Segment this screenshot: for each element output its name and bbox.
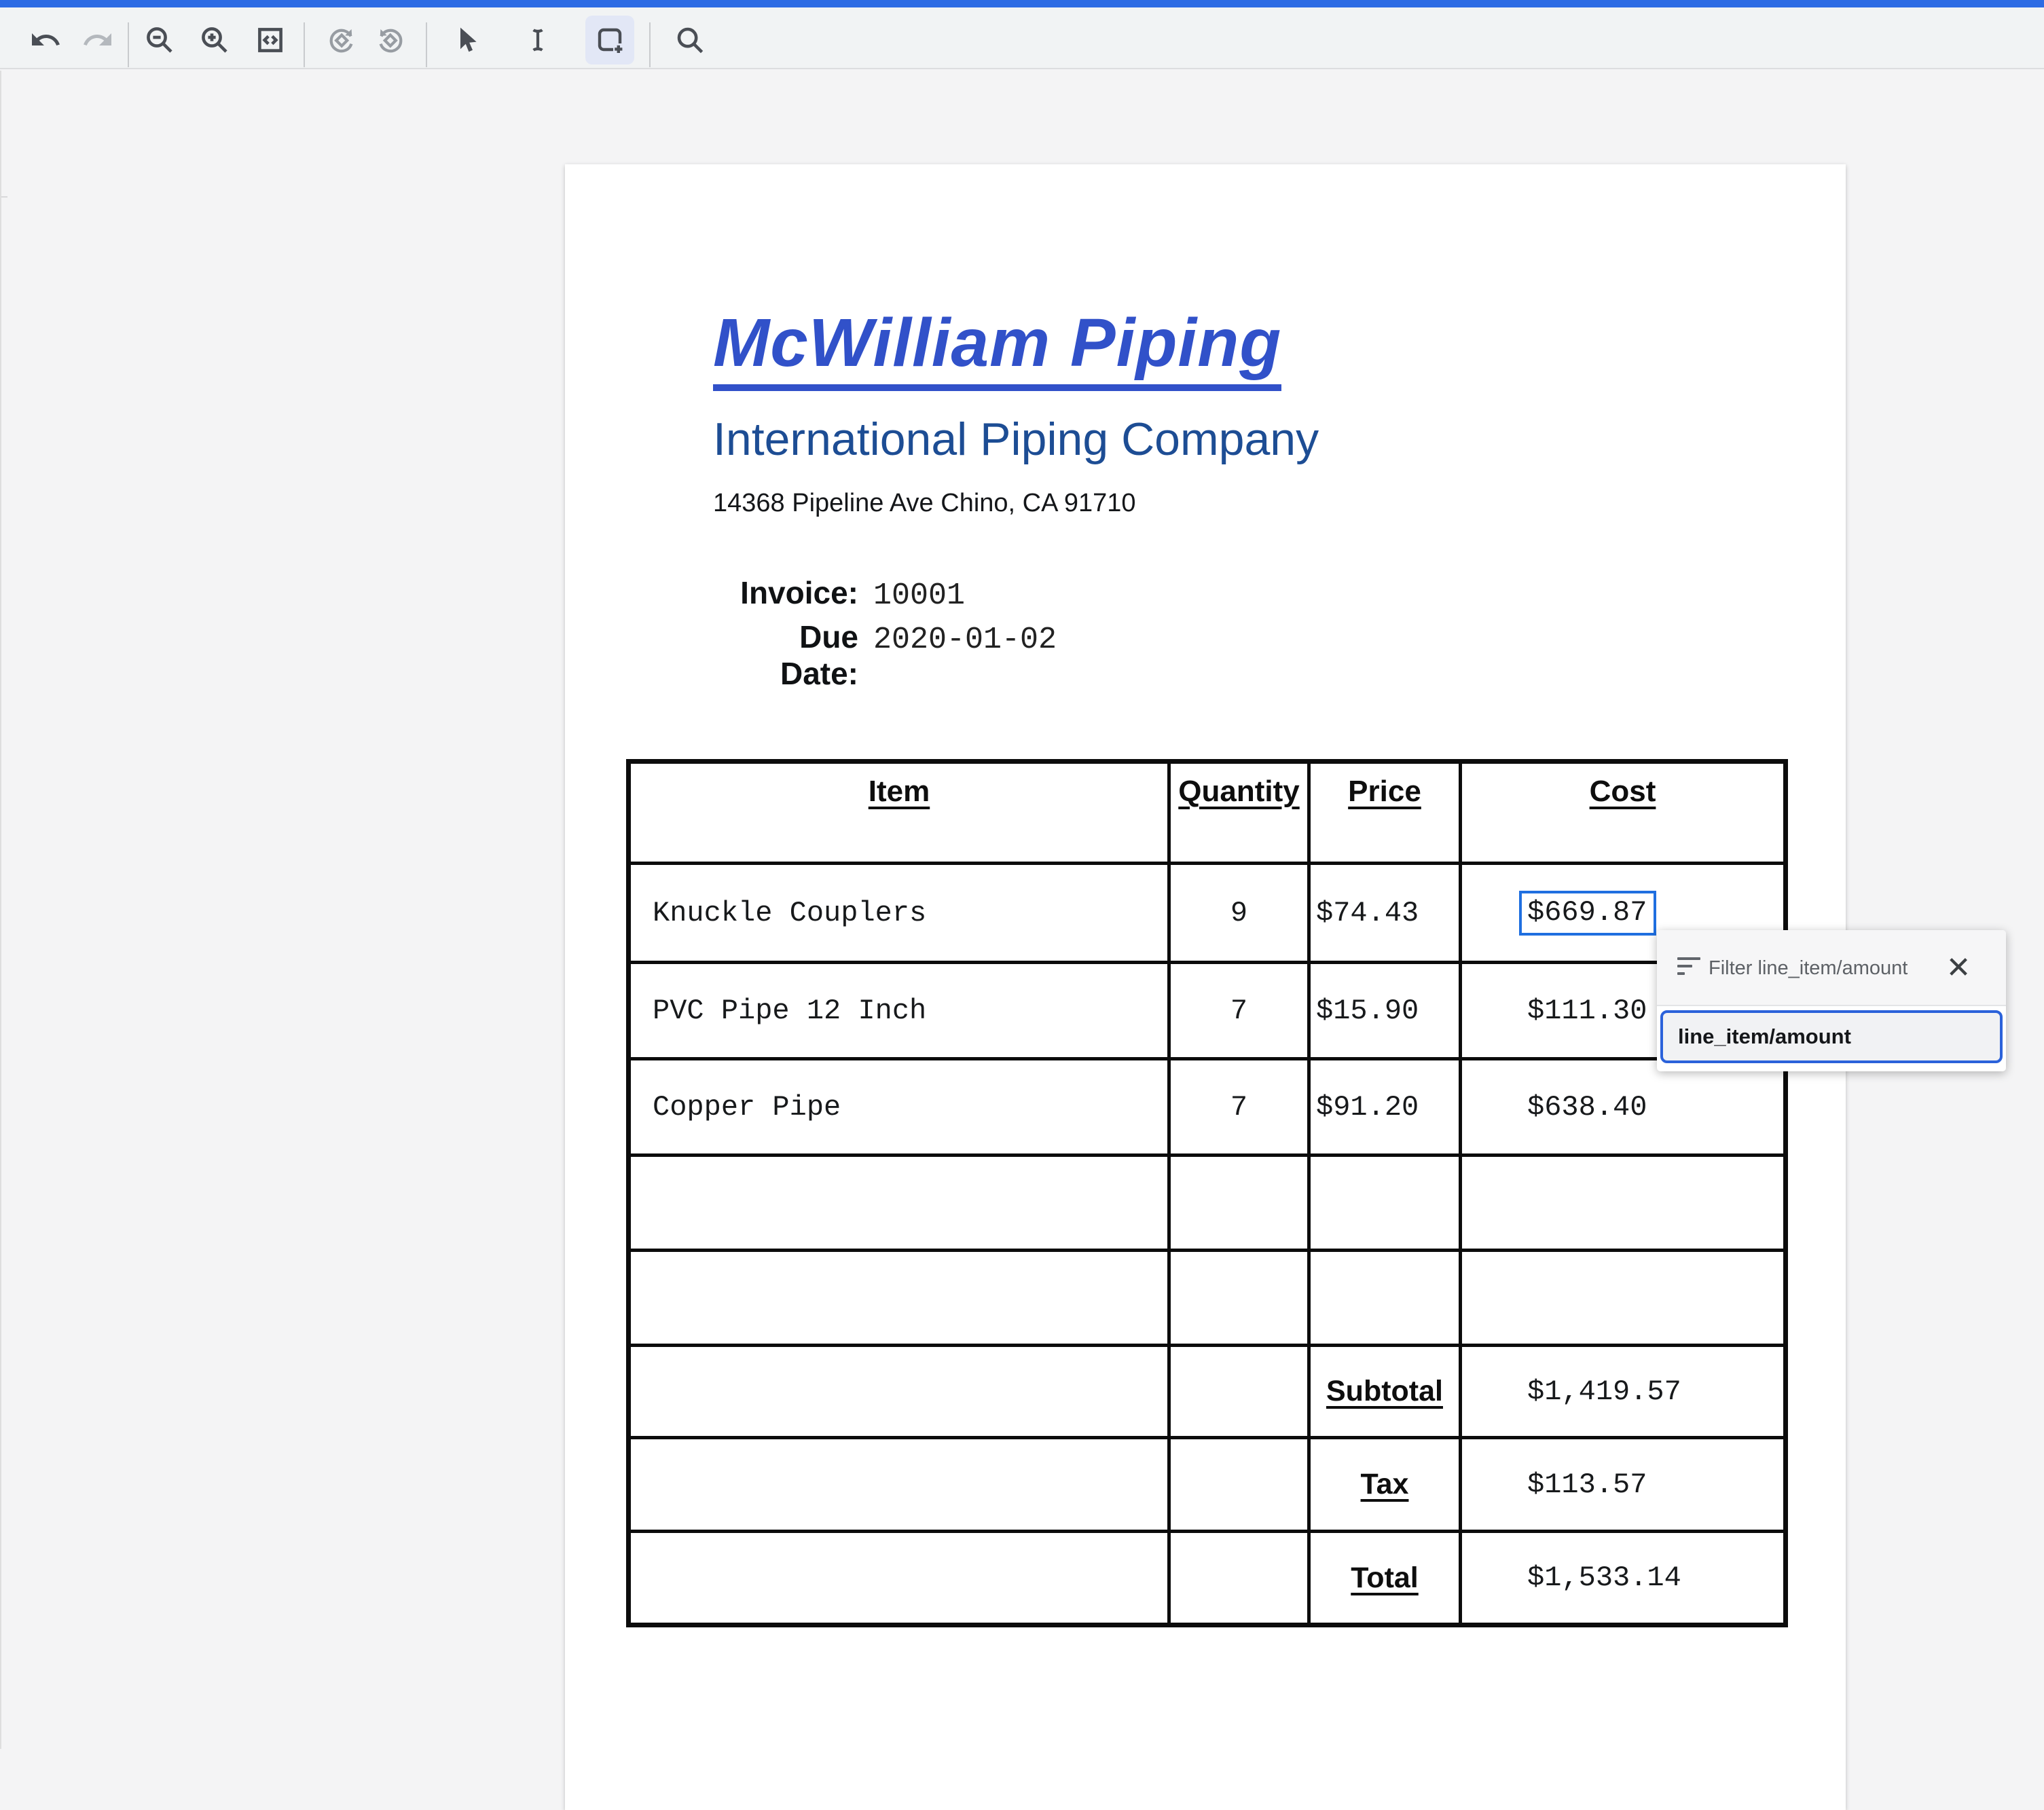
rotate-right-icon bbox=[379, 29, 403, 53]
toolbar-separator bbox=[304, 22, 305, 67]
zoom-in-icon bbox=[202, 27, 227, 53]
invoice-label: Invoice: bbox=[740, 575, 858, 610]
company-subtitle: International Piping Company bbox=[713, 413, 1319, 465]
item-cell: Knuckle Couplers bbox=[627, 862, 1171, 964]
total-value: $1,533.14 bbox=[1459, 1530, 1787, 1627]
tax-label: Tax bbox=[1307, 1436, 1462, 1533]
cost-cell[interactable]: $638.40 bbox=[1459, 1057, 1787, 1157]
text-cursor-icon bbox=[532, 29, 543, 52]
tax-value: $113.57 bbox=[1459, 1436, 1787, 1533]
subtotal-value: $1,419.57 bbox=[1459, 1344, 1787, 1439]
add-bounding-box-button[interactable] bbox=[585, 16, 634, 64]
search-button[interactable] bbox=[665, 16, 714, 64]
header-cost: Cost bbox=[1459, 760, 1787, 865]
total-row: Total $1,533.14 bbox=[627, 1530, 1787, 1627]
redo-button[interactable] bbox=[73, 16, 122, 64]
cursor-icon bbox=[460, 27, 477, 52]
table-row: Knuckle Couplers 9 $74.43 $669.87 bbox=[627, 862, 1787, 964]
viewer-area: McWilliam Piping International Piping Co… bbox=[0, 71, 2044, 1810]
cost-cell: $669.87 bbox=[1459, 862, 1787, 964]
header-quantity: Quantity bbox=[1167, 760, 1311, 865]
zoom-out-button[interactable] bbox=[135, 16, 184, 64]
close-icon[interactable]: ✕ bbox=[1943, 953, 1973, 983]
rotate-right-button[interactable] bbox=[367, 16, 416, 64]
zoom-in-button[interactable] bbox=[190, 16, 239, 64]
item-cell: Copper Pipe bbox=[627, 1057, 1171, 1157]
invoice-table: Item Quantity Price Cost Knuckle Coupler… bbox=[626, 759, 1788, 1627]
fit-to-page-button[interactable] bbox=[246, 16, 295, 64]
filter-popup-body: line_item/amount bbox=[1657, 1006, 2006, 1070]
invoice-info: Invoice: 10001 Due Date: 2020-01-02 bbox=[713, 574, 1057, 691]
quantity-cell bbox=[1167, 1153, 1311, 1252]
filter-popup: Filter line_item/amount ✕ line_item/amou… bbox=[1657, 930, 2006, 1071]
table-row-empty bbox=[627, 1153, 1787, 1252]
rotate-left-button[interactable] bbox=[316, 16, 365, 64]
table-row-empty bbox=[627, 1249, 1787, 1347]
filter-option-line-item-amount[interactable]: line_item/amount bbox=[1660, 1010, 2003, 1063]
quantity-cell: 7 bbox=[1167, 961, 1311, 1060]
header-item: Item bbox=[627, 760, 1171, 865]
selected-annotation-box[interactable]: $669.87 bbox=[1519, 890, 1657, 936]
add-bounding-box-icon bbox=[598, 28, 623, 53]
subtotal-label: Subtotal bbox=[1307, 1344, 1462, 1439]
item-cell bbox=[627, 1249, 1171, 1347]
quantity-cell: 9 bbox=[1167, 862, 1311, 964]
zoom-out-icon bbox=[147, 27, 172, 53]
filter-icon bbox=[1677, 957, 1702, 976]
item-cell: PVC Pipe 12 Inch bbox=[627, 961, 1171, 1060]
cost-cell bbox=[1459, 1249, 1787, 1347]
document-page: McWilliam Piping International Piping Co… bbox=[565, 164, 1846, 1810]
rotate-left-icon bbox=[329, 29, 353, 53]
panel-divider-tick bbox=[1, 196, 7, 198]
due-date-value: 2020-01-02 bbox=[873, 623, 1057, 657]
company-title: McWilliam Piping bbox=[713, 306, 1282, 391]
toolbar-separator bbox=[649, 22, 651, 67]
filter-popup-title: Filter line_item/amount bbox=[1709, 957, 1908, 979]
quantity-cell: 7 bbox=[1167, 1057, 1311, 1157]
table-row: Copper Pipe 7 $91.20 $638.40 bbox=[627, 1057, 1787, 1157]
toolbar-separator bbox=[128, 22, 129, 67]
tax-row: Tax $113.57 bbox=[627, 1436, 1787, 1533]
top-accent-bar bbox=[0, 0, 2044, 7]
company-address: 14368 Pipeline Ave Chino, CA 91710 bbox=[713, 489, 1136, 517]
due-date-label: Due Date: bbox=[780, 619, 858, 691]
text-select-tool-button[interactable] bbox=[513, 16, 562, 64]
fit-to-page-icon bbox=[258, 28, 282, 52]
price-cell bbox=[1307, 1153, 1462, 1252]
header-price: Price bbox=[1307, 760, 1462, 865]
table-header-row: Item Quantity Price Cost bbox=[627, 760, 1787, 865]
price-cell bbox=[1307, 1249, 1462, 1347]
price-cell: $74.43 bbox=[1307, 862, 1462, 964]
price-cell: $15.90 bbox=[1307, 961, 1462, 1060]
total-label: Total bbox=[1307, 1530, 1462, 1627]
quantity-cell bbox=[1167, 1249, 1311, 1347]
select-tool-button[interactable] bbox=[443, 16, 492, 64]
redo-icon bbox=[84, 33, 111, 45]
subtotal-row: Subtotal $1,419.57 bbox=[627, 1344, 1787, 1439]
filter-popup-header: Filter line_item/amount ✕ bbox=[1657, 930, 2006, 1006]
cost-cell bbox=[1459, 1153, 1787, 1252]
search-icon bbox=[677, 27, 704, 54]
table-row: PVC Pipe 12 Inch 7 $15.90 $111.30 bbox=[627, 961, 1787, 1060]
item-cell bbox=[627, 1153, 1171, 1252]
price-cell: $91.20 bbox=[1307, 1057, 1462, 1157]
toolbar-separator bbox=[426, 22, 427, 67]
undo-icon bbox=[32, 33, 60, 45]
toolbar bbox=[0, 7, 2044, 69]
undo-button[interactable] bbox=[21, 16, 70, 64]
invoice-number: 10001 bbox=[873, 578, 966, 613]
